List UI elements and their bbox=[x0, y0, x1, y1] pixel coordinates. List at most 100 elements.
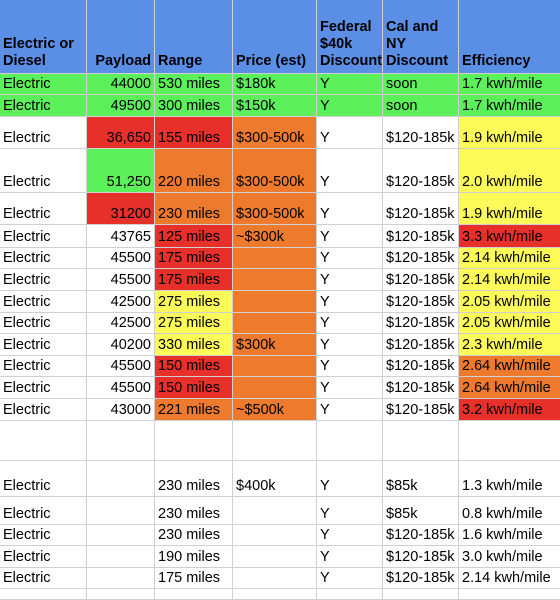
cell-payload[interactable]: 45500 bbox=[87, 248, 155, 269]
cell-federal-discount[interactable]: Y bbox=[317, 356, 383, 377]
cell-range[interactable]: 230 miles bbox=[155, 461, 233, 497]
cell-cal-ny-discount[interactable] bbox=[383, 421, 459, 461]
cell-payload[interactable] bbox=[87, 421, 155, 461]
cell-payload[interactable] bbox=[87, 525, 155, 546]
cell-federal-discount[interactable]: Y bbox=[317, 291, 383, 313]
cell-payload[interactable]: 51,250 bbox=[87, 149, 155, 193]
cell-type[interactable]: Electric bbox=[0, 334, 87, 356]
cell-range[interactable]: 125 miles bbox=[155, 225, 233, 248]
cell-range[interactable]: 275 miles bbox=[155, 313, 233, 334]
cell-range[interactable]: 150 miles bbox=[155, 377, 233, 399]
cell-efficiency[interactable]: 2.14 kwh/mile bbox=[459, 568, 560, 589]
cell-type[interactable]: Electric bbox=[0, 269, 87, 291]
cell-price[interactable]: ~$300k bbox=[233, 225, 317, 248]
header-efficiency[interactable]: Efficiency bbox=[459, 0, 560, 74]
cell-price[interactable] bbox=[233, 269, 317, 291]
cell-type[interactable]: Electric bbox=[0, 497, 87, 525]
cell-range[interactable]: 150 miles bbox=[155, 356, 233, 377]
header-range[interactable]: Range bbox=[155, 0, 233, 74]
header-payload[interactable]: Payload bbox=[87, 0, 155, 74]
cell-range[interactable] bbox=[155, 589, 233, 600]
cell-cal-ny-discount[interactable]: $120-185k bbox=[383, 225, 459, 248]
cell-efficiency[interactable]: 1.9 kwh/mile bbox=[459, 193, 560, 225]
cell-efficiency[interactable] bbox=[459, 421, 560, 461]
cell-cal-ny-discount[interactable]: $120-185k bbox=[383, 291, 459, 313]
cell-range[interactable]: 530 miles bbox=[155, 74, 233, 95]
cell-federal-discount[interactable]: Y bbox=[317, 74, 383, 95]
cell-efficiency[interactable]: 2.0 kwh/mile bbox=[459, 149, 560, 193]
cell-efficiency[interactable]: 2.14 kwh/mile bbox=[459, 269, 560, 291]
cell-efficiency[interactable]: 1.6 kwh/mile bbox=[459, 525, 560, 546]
cell-range[interactable]: 221 miles bbox=[155, 399, 233, 421]
cell-federal-discount[interactable] bbox=[317, 421, 383, 461]
cell-federal-discount[interactable]: Y bbox=[317, 568, 383, 589]
cell-type[interactable]: Electric bbox=[0, 313, 87, 334]
cell-range[interactable]: 175 miles bbox=[155, 269, 233, 291]
cell-type[interactable]: Electric bbox=[0, 225, 87, 248]
cell-range[interactable]: 230 miles bbox=[155, 193, 233, 225]
cell-type[interactable]: Electric bbox=[0, 193, 87, 225]
cell-efficiency[interactable]: 1.7 kwh/mile bbox=[459, 95, 560, 117]
cell-price[interactable] bbox=[233, 377, 317, 399]
cell-type[interactable]: Electric bbox=[0, 149, 87, 193]
cell-price[interactable]: $300-500k bbox=[233, 149, 317, 193]
cell-price[interactable]: $300k bbox=[233, 334, 317, 356]
header-federal-discount[interactable]: Federal $40k Discount bbox=[317, 0, 383, 74]
cell-range[interactable]: 275 miles bbox=[155, 291, 233, 313]
cell-price[interactable]: $400k bbox=[233, 461, 317, 497]
cell-federal-discount[interactable]: Y bbox=[317, 497, 383, 525]
cell-price[interactable] bbox=[233, 356, 317, 377]
cell-cal-ny-discount[interactable]: $120-185k bbox=[383, 269, 459, 291]
cell-price[interactable] bbox=[233, 497, 317, 525]
cell-payload[interactable] bbox=[87, 589, 155, 600]
cell-efficiency[interactable]: 3.0 kwh/mile bbox=[459, 546, 560, 568]
cell-efficiency[interactable]: 2.05 kwh/mile bbox=[459, 291, 560, 313]
cell-range[interactable]: 175 miles bbox=[155, 248, 233, 269]
cell-range[interactable]: 175 miles bbox=[155, 568, 233, 589]
cell-cal-ny-discount[interactable]: $120-185k bbox=[383, 117, 459, 149]
cell-price[interactable] bbox=[233, 546, 317, 568]
header-price[interactable]: Price (est) bbox=[233, 0, 317, 74]
cell-cal-ny-discount[interactable]: $120-185k bbox=[383, 356, 459, 377]
cell-cal-ny-discount[interactable]: $120-185k bbox=[383, 334, 459, 356]
cell-type[interactable]: Electric bbox=[0, 377, 87, 399]
cell-payload[interactable]: 44000 bbox=[87, 74, 155, 95]
cell-federal-discount[interactable]: Y bbox=[317, 377, 383, 399]
cell-federal-discount[interactable]: Y bbox=[317, 149, 383, 193]
cell-type[interactable]: Electric bbox=[0, 399, 87, 421]
cell-range[interactable]: 230 miles bbox=[155, 497, 233, 525]
cell-efficiency[interactable]: 2.64 kwh/mile bbox=[459, 356, 560, 377]
cell-efficiency[interactable]: 1.9 kwh/mile bbox=[459, 117, 560, 149]
cell-federal-discount[interactable]: Y bbox=[317, 313, 383, 334]
cell-cal-ny-discount[interactable]: soon bbox=[383, 95, 459, 117]
cell-price[interactable] bbox=[233, 525, 317, 546]
cell-cal-ny-discount[interactable]: soon bbox=[383, 74, 459, 95]
cell-price[interactable] bbox=[233, 313, 317, 334]
cell-efficiency[interactable]: 3.3 kwh/mile bbox=[459, 225, 560, 248]
cell-type[interactable]: Electric bbox=[0, 291, 87, 313]
cell-payload[interactable]: 42500 bbox=[87, 313, 155, 334]
cell-payload[interactable] bbox=[87, 568, 155, 589]
cell-range[interactable]: 155 miles bbox=[155, 117, 233, 149]
cell-efficiency[interactable] bbox=[459, 589, 560, 600]
cell-cal-ny-discount[interactable]: $120-185k bbox=[383, 399, 459, 421]
cell-payload[interactable] bbox=[87, 546, 155, 568]
cell-efficiency[interactable]: 2.3 kwh/mile bbox=[459, 334, 560, 356]
cell-type[interactable]: Electric bbox=[0, 117, 87, 149]
cell-price[interactable] bbox=[233, 568, 317, 589]
header-cal-ny-discount[interactable]: Cal and NY Discount bbox=[383, 0, 459, 74]
cell-price[interactable] bbox=[233, 248, 317, 269]
cell-payload[interactable]: 45500 bbox=[87, 356, 155, 377]
cell-federal-discount[interactable] bbox=[317, 589, 383, 600]
cell-cal-ny-discount[interactable]: $120-185k bbox=[383, 377, 459, 399]
cell-price[interactable]: $150k bbox=[233, 95, 317, 117]
cell-federal-discount[interactable]: Y bbox=[317, 399, 383, 421]
cell-cal-ny-discount[interactable]: $120-185k bbox=[383, 313, 459, 334]
cell-efficiency[interactable]: 2.64 kwh/mile bbox=[459, 377, 560, 399]
cell-type[interactable] bbox=[0, 589, 87, 600]
cell-efficiency[interactable]: 0.8 kwh/mile bbox=[459, 497, 560, 525]
cell-cal-ny-discount[interactable]: $120-185k bbox=[383, 149, 459, 193]
cell-cal-ny-discount[interactable]: $120-185k bbox=[383, 248, 459, 269]
cell-federal-discount[interactable]: Y bbox=[317, 269, 383, 291]
cell-cal-ny-discount[interactable]: $85k bbox=[383, 497, 459, 525]
